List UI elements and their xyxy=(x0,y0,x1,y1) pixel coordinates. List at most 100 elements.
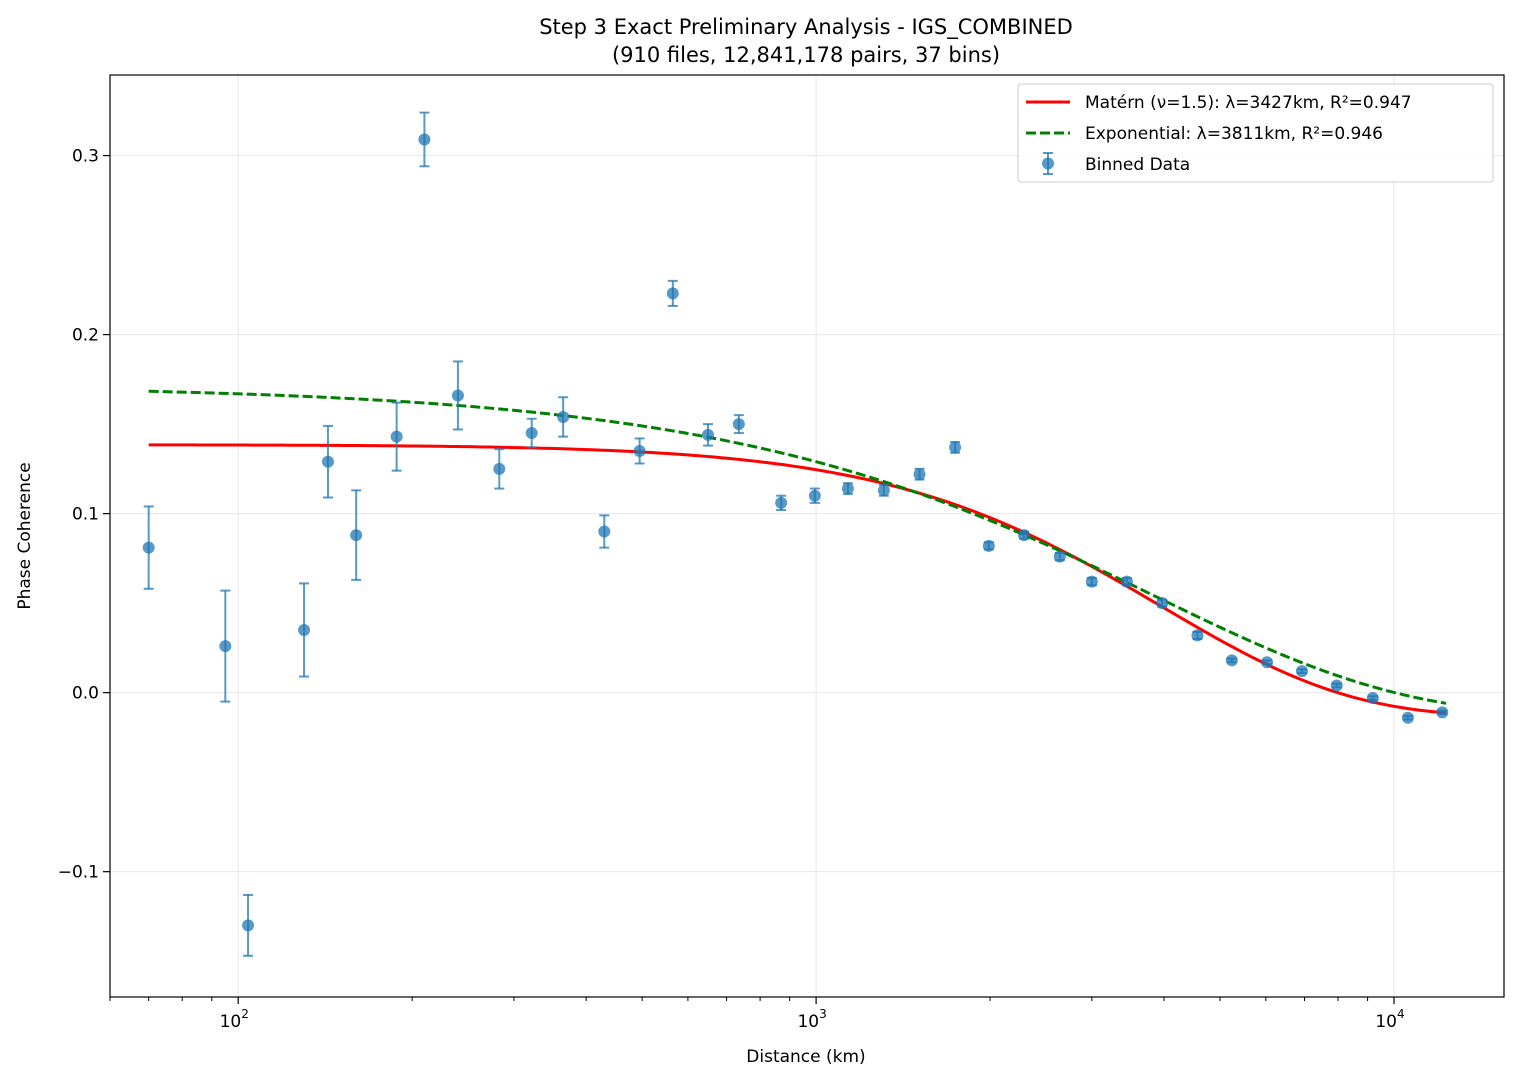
data-point xyxy=(913,467,926,481)
data-point xyxy=(321,424,334,499)
grid-lines xyxy=(110,75,1504,997)
data-marker xyxy=(390,430,403,443)
exponential-fit-line xyxy=(148,389,1447,705)
data-marker xyxy=(1261,656,1274,669)
x-tick-label-exponent: 4 xyxy=(1397,1007,1405,1021)
y-tick-label: −0.1 xyxy=(58,863,99,883)
data-marker xyxy=(1191,629,1204,642)
data-marker xyxy=(451,389,464,402)
chart-subtitle: (910 files, 12,841,178 pairs, 37 bins) xyxy=(612,43,1000,67)
data-marker xyxy=(350,529,363,542)
data-point xyxy=(493,448,506,490)
data-marker xyxy=(219,640,232,653)
legend-exponential-label: Exponential: λ=3811km, R²=0.946 xyxy=(1085,124,1383,144)
data-point xyxy=(1018,529,1031,542)
data-point xyxy=(1053,550,1066,563)
data-marker xyxy=(1401,711,1414,724)
data-marker xyxy=(949,441,962,454)
data-point xyxy=(808,487,821,504)
data-point xyxy=(633,437,646,465)
data-marker xyxy=(493,462,506,475)
data-point xyxy=(219,589,232,703)
data-point xyxy=(949,441,962,454)
data-marker xyxy=(142,541,155,554)
data-point xyxy=(1295,665,1308,678)
data-point xyxy=(350,489,363,581)
data-point xyxy=(598,514,611,549)
data-point xyxy=(1085,575,1098,588)
data-marker xyxy=(1295,665,1308,678)
y-tick-label: 0.1 xyxy=(72,505,99,525)
data-point xyxy=(557,396,570,438)
data-point xyxy=(701,423,714,447)
data-marker xyxy=(1120,575,1133,588)
data-marker xyxy=(775,496,788,509)
data-marker xyxy=(418,133,431,146)
data-point xyxy=(418,111,431,168)
data-marker xyxy=(666,287,679,300)
x-tick-label-base: 10 xyxy=(797,1012,819,1032)
x-axis-ticks: 102 103 104 xyxy=(109,997,1405,1032)
legend-binned-label: Binned Data xyxy=(1085,155,1190,175)
data-point xyxy=(1436,706,1449,719)
y-tick-label: 0.2 xyxy=(72,326,99,346)
data-marker xyxy=(525,427,538,440)
data-marker xyxy=(1225,654,1238,667)
chart-title: Step 3 Exact Preliminary Analysis - IGS_… xyxy=(539,15,1073,40)
data-marker xyxy=(1156,597,1169,610)
data-point xyxy=(1225,654,1238,667)
data-point xyxy=(1191,629,1204,642)
x-tick-label-exponent: 3 xyxy=(819,1007,827,1021)
data-point xyxy=(1401,711,1414,724)
data-point xyxy=(841,482,854,495)
data-point xyxy=(451,360,464,431)
data-point xyxy=(1366,692,1379,705)
data-point xyxy=(242,893,255,957)
data-marker xyxy=(1366,692,1379,705)
plot-frame xyxy=(109,74,1505,998)
data-marker xyxy=(808,489,821,502)
data-point xyxy=(142,505,155,590)
y-axis-label: Phase Coherence xyxy=(15,462,35,609)
data-marker xyxy=(1085,575,1098,588)
data-point xyxy=(732,414,745,435)
binned-data-points xyxy=(142,111,1449,957)
data-point xyxy=(666,279,679,307)
x-tick-label-base: 10 xyxy=(220,1012,242,1032)
data-point xyxy=(1120,575,1133,588)
x-tick-label: 103 xyxy=(797,1007,826,1032)
legend-box xyxy=(1017,83,1494,183)
data-marker xyxy=(701,428,714,441)
data-point xyxy=(775,494,788,512)
data-point xyxy=(1261,656,1274,669)
data-marker xyxy=(1330,679,1343,692)
data-marker xyxy=(598,525,611,538)
legend: Matérn (ν=1.5): λ=3427km, R²=0.947 Expon… xyxy=(1017,83,1494,183)
x-axis-label: Distance (km) xyxy=(746,1047,865,1067)
data-point xyxy=(390,401,403,472)
data-marker xyxy=(841,482,854,495)
data-marker xyxy=(1018,529,1031,542)
y-axis-ticks: −0.1 0.0 0.1 0.2 0.3 xyxy=(58,147,110,883)
data-marker xyxy=(1436,706,1449,719)
data-point xyxy=(298,582,311,678)
data-point xyxy=(982,539,995,552)
data-point xyxy=(525,417,538,449)
x-tick-label: 104 xyxy=(1375,1007,1404,1032)
fit-curves xyxy=(148,389,1447,715)
data-marker xyxy=(633,444,646,457)
data-marker xyxy=(877,484,890,497)
y-tick-label: 0.3 xyxy=(72,147,99,167)
data-marker xyxy=(242,919,255,932)
data-marker xyxy=(913,468,926,481)
matern-fit-line xyxy=(148,443,1447,715)
data-marker xyxy=(732,418,745,431)
data-marker xyxy=(557,410,570,423)
y-tick-label: 0.0 xyxy=(72,684,99,704)
data-point xyxy=(1330,679,1343,692)
data-point xyxy=(1156,597,1169,610)
x-tick-label: 102 xyxy=(220,1007,249,1032)
legend-binned-swatch xyxy=(1042,152,1054,175)
legend-matern-label: Matérn (ν=1.5): λ=3427km, R²=0.947 xyxy=(1085,93,1412,113)
